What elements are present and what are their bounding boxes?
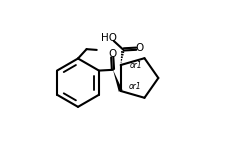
Text: or1: or1 [128, 82, 141, 91]
Text: O: O [135, 43, 143, 53]
Polygon shape [113, 70, 123, 92]
Text: HO: HO [101, 33, 117, 43]
Text: O: O [108, 49, 116, 59]
Text: or1: or1 [129, 61, 142, 70]
